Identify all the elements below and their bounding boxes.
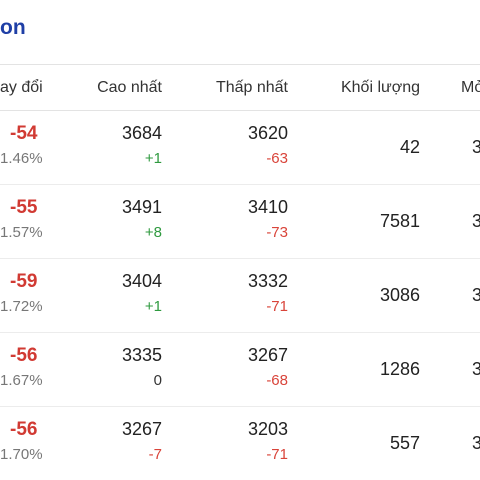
low-diff: -71: [266, 298, 288, 315]
change-percent: 1.70%: [0, 446, 43, 463]
change-value: -55: [10, 197, 38, 218]
low-diff: -71: [266, 446, 288, 463]
volume-value: 3086: [379, 285, 420, 305]
high-diff: +8: [144, 224, 162, 241]
open-value: 3: [472, 211, 480, 231]
low-diff: -63: [266, 150, 288, 167]
high-value: 3684: [121, 123, 162, 143]
row-divider: [0, 406, 480, 407]
low-diff: -73: [266, 224, 288, 241]
low-value: 3332: [247, 271, 288, 291]
high-diff: +1: [144, 298, 162, 315]
high-value: 3404: [121, 271, 162, 291]
high-value: 3491: [121, 197, 162, 217]
col-header-open[interactable]: Mở: [461, 79, 480, 96]
row-divider: [0, 184, 480, 185]
low-value: 3267: [247, 345, 288, 365]
open-value: 3: [472, 359, 480, 379]
low-diff: -68: [266, 372, 288, 389]
volume-value: 1286: [379, 359, 420, 379]
open-value: 3: [472, 137, 480, 157]
open-value: 3: [472, 433, 480, 453]
change-percent: 1.46%: [0, 150, 43, 167]
change-percent: 1.72%: [0, 298, 43, 315]
high-diff: -7: [148, 446, 162, 463]
low-value: 3203: [247, 419, 288, 439]
change-percent: 1.57%: [0, 224, 43, 241]
low-value: 3410: [247, 197, 288, 217]
volume-value: 557: [389, 433, 420, 453]
row-divider: [0, 258, 480, 259]
change-value: -56: [10, 419, 38, 440]
header-top-divider: [0, 64, 480, 65]
col-header-volume[interactable]: Khối lượng: [340, 79, 420, 96]
high-diff: +1: [144, 150, 162, 167]
low-value: 3620: [247, 123, 288, 143]
col-header-high[interactable]: Cao nhất: [97, 79, 162, 96]
change-percent: 1.67%: [0, 372, 43, 389]
change-value: -54: [10, 123, 38, 144]
open-value: 3: [472, 285, 480, 305]
high-value: 3335: [121, 345, 162, 365]
volume-value: 7581: [379, 211, 420, 231]
col-header-change[interactable]: ay đổi: [0, 79, 43, 96]
high-value: 3267: [121, 419, 162, 439]
col-header-low[interactable]: Thấp nhất: [215, 79, 288, 96]
change-value: -59: [10, 271, 38, 292]
volume-value: 42: [399, 137, 420, 157]
high-diff: 0: [153, 372, 162, 389]
change-value: -56: [10, 345, 38, 366]
section-title: on: [0, 16, 26, 39]
header-bottom-divider: [0, 110, 480, 111]
row-divider: [0, 332, 480, 333]
